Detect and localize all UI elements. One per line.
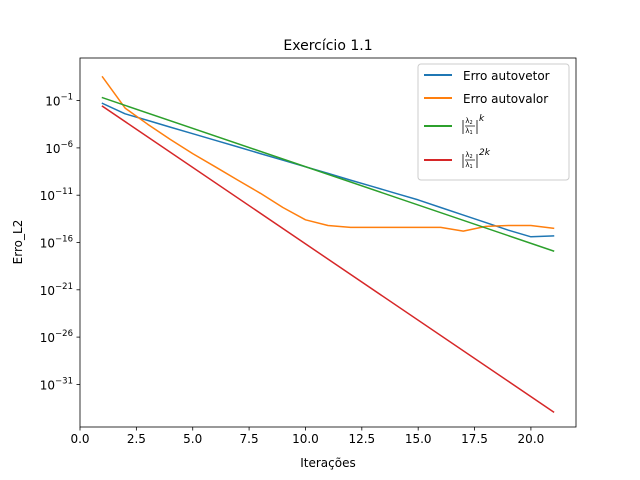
svg-text:λ1: λ1 — [465, 161, 472, 170]
series-line-1 — [101, 75, 555, 232]
svg-text:k: k — [479, 114, 485, 124]
svg-text:λ1: λ1 — [465, 127, 472, 136]
legend-label-erro-autovalor: Erro autovalor — [463, 92, 548, 106]
series-line-2 — [101, 96, 555, 252]
x-tick-label: 7.5 — [240, 432, 259, 446]
x-tick-label: 0.0 — [70, 432, 89, 446]
y-axis-label: Erro_L2 — [11, 220, 25, 265]
legend-frame — [417, 63, 570, 181]
x-tick-label: 15.0 — [405, 432, 432, 446]
legend-label-ratio-k: λ2 λ1 k — [462, 114, 485, 136]
x-tick-label: 12.5 — [348, 432, 375, 446]
series-line-3 — [101, 105, 555, 413]
svg-text:2k: 2k — [479, 148, 491, 158]
x-tick-label: 17.5 — [461, 432, 488, 446]
x-tick-label: 10.0 — [292, 432, 319, 446]
series-line-0 — [101, 102, 555, 238]
legend: Erro autovetor Erro autovalor λ2 λ1 k λ2… — [417, 63, 570, 181]
svg-text:λ2: λ2 — [465, 117, 472, 126]
plot-lines — [101, 75, 555, 413]
x-axis-label: Iterações — [300, 456, 356, 470]
svg-text:λ2: λ2 — [465, 151, 472, 160]
legend-label-ratio-2k: λ2 λ1 2k — [462, 148, 491, 170]
x-tick-label: 20.0 — [518, 432, 545, 446]
x-tick-label: 5.0 — [183, 432, 202, 446]
chart-title: Exercício 1.1 — [283, 38, 372, 54]
x-tick-label: 2.5 — [127, 432, 146, 446]
plot-frame — [79, 57, 577, 428]
x-axis-ticks: 0.0 2.5 5.0 7.5 10.0 12.5 15.0 17.5 20.0 — [70, 427, 544, 446]
legend-label-erro-autovetor: Erro autovetor — [463, 69, 550, 83]
